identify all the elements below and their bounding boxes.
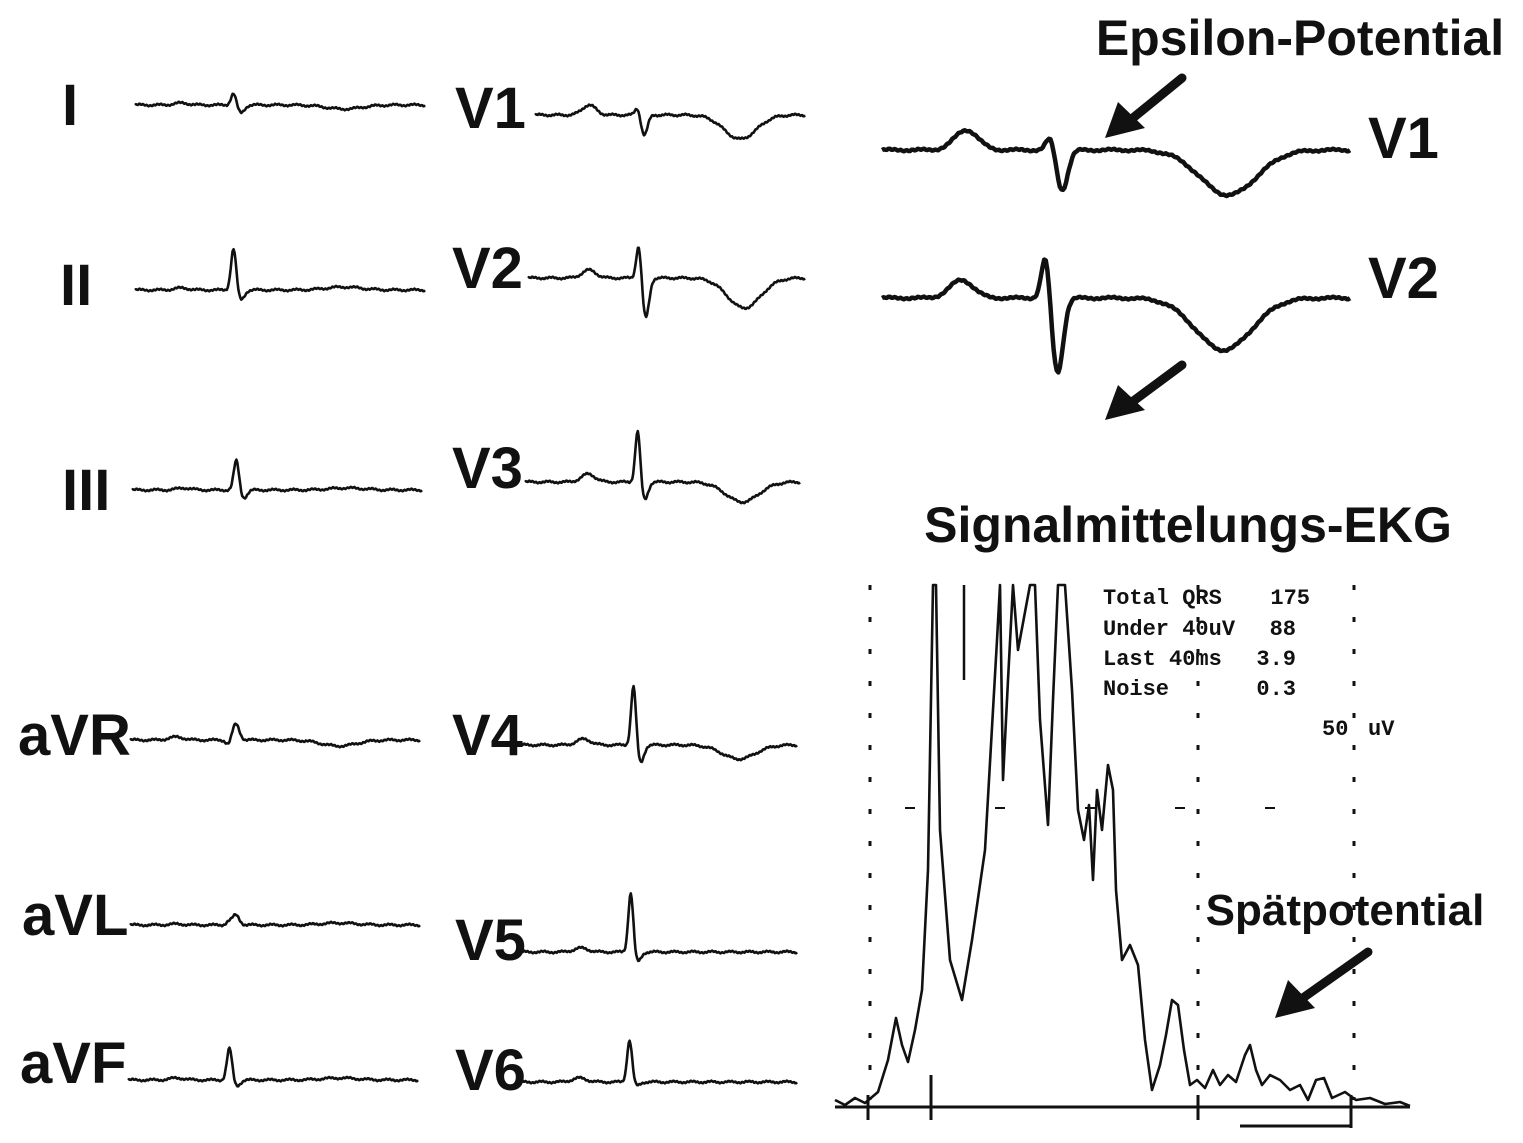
ecg-trace (880, 257, 1352, 375)
ecg-trace (129, 722, 421, 749)
ecg-trace (519, 684, 798, 764)
scale-unit: uV (1368, 717, 1395, 742)
stat-value: 88 (1270, 617, 1296, 642)
lead-label: aVL (22, 883, 128, 948)
lead-label: V2 (452, 236, 523, 301)
ecg-trace (127, 1046, 419, 1088)
ecg-trace (880, 127, 1352, 199)
stat-label: Last 40ms (1103, 647, 1222, 672)
stat-label: Total QRS (1103, 586, 1222, 611)
lead-label: aVR (18, 703, 131, 768)
ecg-trace (519, 892, 798, 963)
stat-value: 0.3 (1256, 677, 1296, 702)
ecg-trace (134, 248, 426, 301)
ecg-trace (534, 103, 806, 141)
saecg-plot (834, 583, 1411, 1128)
lead-label: V5 (455, 908, 526, 973)
ecg-trace (134, 92, 426, 115)
lead-label: V4 (452, 703, 523, 768)
lead-label: V1 (1368, 106, 1439, 171)
lead-label: II (60, 253, 92, 318)
lead-label: V3 (452, 436, 523, 501)
scale-value: 50 (1322, 717, 1348, 742)
arrows (1105, 73, 1373, 1018)
lead-label: V1 (455, 76, 526, 141)
ecg-trace (527, 246, 806, 319)
lead-label: aVF (20, 1031, 126, 1096)
lead-label: V6 (455, 1038, 526, 1103)
ecg-traces (127, 92, 1352, 1088)
ecg-trace (131, 458, 423, 500)
ecg-trace (129, 912, 421, 928)
stat-value: 175 (1270, 586, 1310, 611)
epsilon-title: Epsilon-Potential (1096, 10, 1504, 66)
ecg-trace (524, 429, 801, 505)
stat-label: Under 40uV (1103, 617, 1236, 642)
late-potential-label: Spätpotential (1206, 886, 1485, 935)
ecg-trace (517, 1039, 798, 1087)
lead-label: V2 (1368, 246, 1439, 311)
stat-label: Noise (1103, 677, 1169, 702)
stat-value: 3.9 (1256, 647, 1296, 672)
lead-label: I (62, 73, 78, 138)
lead-label: III (62, 458, 110, 523)
saecg-title: Signalmittelungs-EKG (924, 497, 1452, 553)
